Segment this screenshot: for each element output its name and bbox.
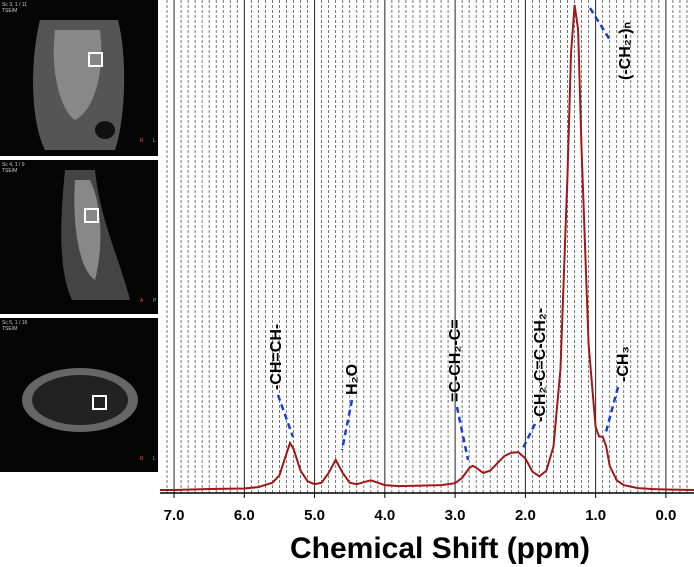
x-tick-label: 6.0 <box>234 507 255 524</box>
mri-organ <box>32 375 128 425</box>
spectrum-line <box>160 4 694 491</box>
leader-line <box>604 386 620 433</box>
annotation: H₂O <box>344 364 361 395</box>
chart: 7.0 6.0 5.0 4.0 3.0 2.0 1.0 0.0 Chemical Shift (… <box>160 0 694 565</box>
image-caption: Sc 4, 1 / 9 <box>2 162 25 168</box>
x-axis-label: Chemical Shift (ppm) <box>290 532 590 565</box>
voxel <box>84 208 99 223</box>
leader-line <box>520 423 537 451</box>
orientation-label: R <box>140 138 144 144</box>
leader-line <box>340 399 354 451</box>
x-tick-label: 4.0 <box>374 507 395 524</box>
x-tick-label: 5.0 <box>304 507 325 524</box>
mri-panels <box>0 0 158 472</box>
mri-feature <box>95 121 115 139</box>
image-caption: TSE/M <box>2 8 17 14</box>
leader-line <box>588 7 612 41</box>
annotation: -CH=CH- <box>268 324 285 390</box>
image-caption: TSE/M <box>2 168 17 174</box>
voxel <box>88 52 103 67</box>
image-caption: Sc 5, 1 / 16 <box>2 320 28 326</box>
orientation-label: L <box>153 138 156 144</box>
leader-line <box>455 406 470 461</box>
annotation: (-CH₂-)ₙ <box>617 22 634 80</box>
x-tick-label: 3.0 <box>445 507 466 524</box>
orientation-label: R <box>140 456 144 462</box>
image-caption: Sc 3, 1 / 11 <box>2 2 27 8</box>
mri-organ <box>74 180 101 280</box>
orientation-label: A <box>140 298 144 304</box>
x-tick-label: 1.0 <box>585 507 606 524</box>
annotation: =C-CH₂-C= <box>447 319 464 402</box>
orientation-label: L <box>153 456 156 462</box>
x-tick-label: 0.0 <box>655 507 676 524</box>
image-caption: TSE/M <box>2 326 17 332</box>
voxel <box>92 395 107 410</box>
x-tick-label: 2.0 <box>515 507 536 524</box>
orientation-label: P <box>153 298 157 304</box>
annotation: -CH₃ <box>615 346 632 382</box>
x-tick-label: 7.0 <box>164 507 185 524</box>
leader-line <box>276 394 295 438</box>
annotation: -CH₂-C=C-CH₂- <box>532 308 549 422</box>
